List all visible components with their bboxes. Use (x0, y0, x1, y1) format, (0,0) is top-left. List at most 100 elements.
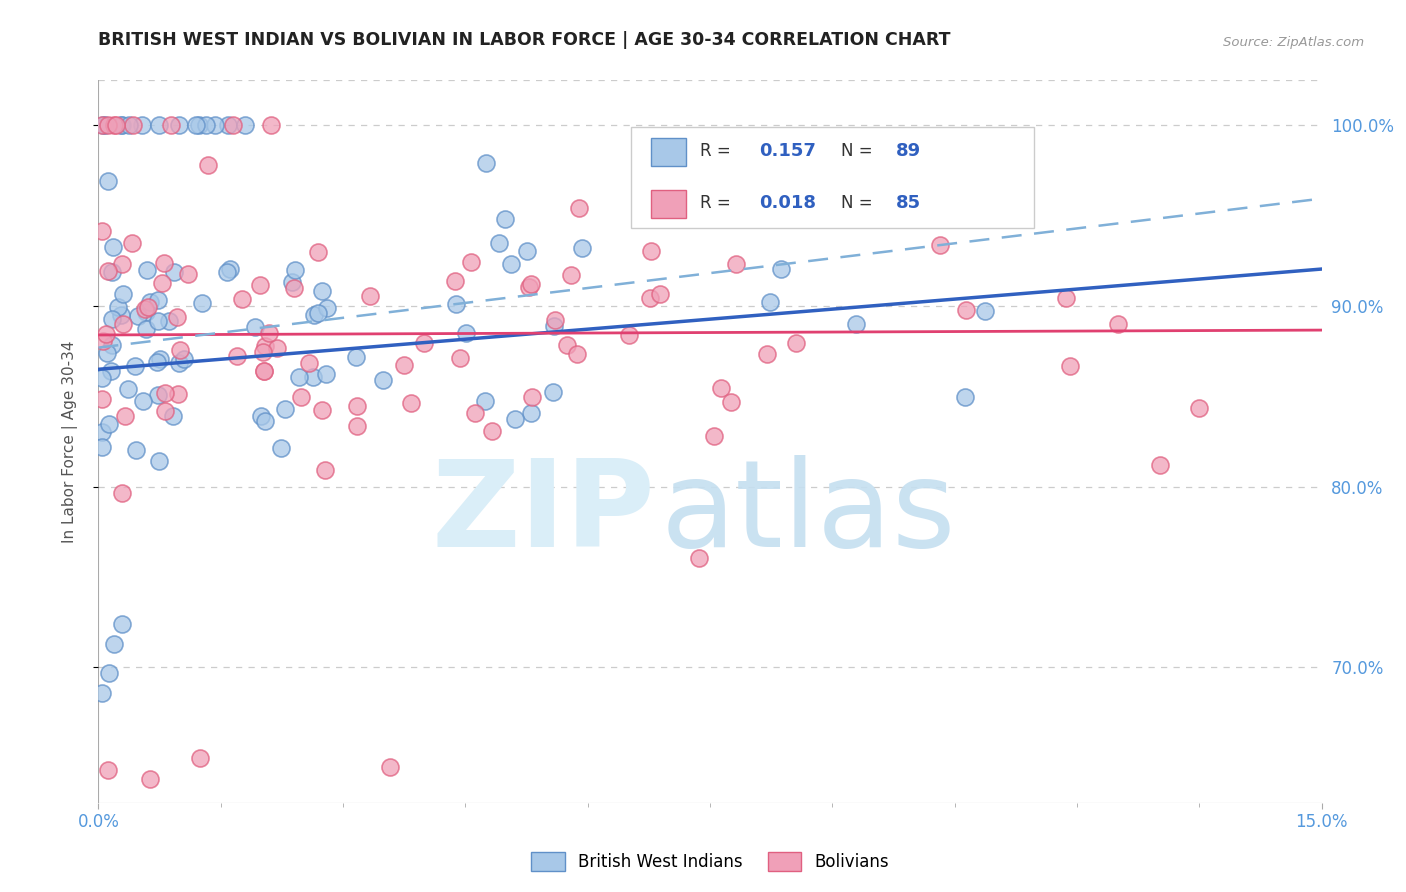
Point (153, 386, 176, 401)
Point (146, 293, 169, 307)
Point (481, 424, 503, 438)
Point (516, 244, 538, 258)
Point (148, 119, 170, 133)
FancyBboxPatch shape (630, 128, 1035, 228)
Point (150, 276, 173, 290)
Point (488, 235, 510, 250)
Point (571, 241, 593, 255)
Point (121, 236, 143, 251)
Point (157, 314, 180, 328)
Point (955, 303, 977, 318)
Point (288, 370, 311, 384)
Point (250, 409, 273, 423)
Point (283, 281, 305, 295)
Point (217, 265, 239, 279)
Point (149, 351, 172, 366)
Point (444, 297, 467, 311)
Point (136, 263, 159, 277)
Point (710, 381, 733, 395)
Text: atlas: atlas (661, 455, 956, 573)
Point (307, 306, 329, 320)
Point (464, 406, 486, 420)
Point (755, 346, 778, 360)
Text: R =: R = (700, 194, 737, 212)
Point (233, 119, 256, 133)
Point (146, 354, 169, 368)
Point (148, 454, 170, 468)
Point (111, 617, 134, 632)
Point (125, 443, 148, 458)
Point (253, 339, 276, 353)
Point (91, 119, 114, 133)
Point (1107, 318, 1129, 332)
Point (281, 275, 304, 289)
Point (315, 367, 337, 381)
Point (770, 261, 793, 276)
Point (617, 328, 640, 343)
Point (111, 287, 134, 301)
Point (188, 750, 211, 764)
Point (160, 119, 183, 133)
Point (316, 301, 339, 315)
Point (91, 685, 114, 699)
Legend: British West Indians, Bolivians: British West Indians, Bolivians (524, 845, 896, 878)
Point (517, 279, 540, 293)
Point (127, 309, 149, 323)
Point (187, 119, 209, 133)
Point (520, 390, 543, 404)
Point (184, 119, 207, 133)
Point (111, 485, 134, 500)
Point (100, 312, 122, 326)
Point (105, 119, 128, 133)
Point (162, 265, 184, 279)
Point (519, 277, 541, 291)
Point (444, 274, 467, 288)
Text: 85: 85 (896, 194, 921, 212)
Point (648, 286, 671, 301)
Point (146, 388, 169, 402)
Text: 89: 89 (896, 142, 921, 160)
Point (101, 240, 124, 254)
Point (568, 202, 591, 216)
Point (640, 244, 662, 259)
Point (91, 119, 114, 133)
Point (118, 119, 141, 133)
Point (378, 759, 401, 773)
Point (243, 320, 266, 334)
Point (298, 356, 321, 370)
Point (259, 326, 281, 340)
Point (266, 341, 288, 355)
Point (97, 119, 120, 133)
Point (217, 119, 239, 133)
Point (97, 764, 120, 778)
Point (785, 336, 807, 351)
Point (254, 414, 277, 428)
Point (195, 119, 218, 133)
Point (688, 550, 710, 565)
Point (260, 119, 283, 133)
Point (96, 346, 118, 360)
Point (311, 284, 333, 298)
Point (567, 347, 589, 361)
Point (110, 119, 132, 133)
Point (139, 294, 162, 309)
Point (413, 335, 436, 350)
Point (103, 119, 125, 133)
Text: BRITISH WEST INDIAN VS BOLIVIAN IN LABOR FORCE | AGE 30-34 CORRELATION CHART: BRITISH WEST INDIAN VS BOLIVIAN IN LABOR… (98, 31, 950, 49)
Point (845, 317, 868, 331)
Point (91, 371, 114, 385)
Point (290, 390, 312, 404)
Point (346, 419, 368, 434)
Point (231, 292, 253, 306)
Point (359, 289, 381, 303)
Point (253, 364, 276, 378)
Point (103, 637, 125, 651)
Point (114, 409, 136, 423)
Point (204, 119, 226, 133)
Text: N =: N = (841, 142, 877, 160)
Point (132, 393, 155, 408)
Point (97, 174, 120, 188)
Point (503, 411, 526, 425)
Point (218, 262, 240, 277)
Point (474, 156, 496, 170)
